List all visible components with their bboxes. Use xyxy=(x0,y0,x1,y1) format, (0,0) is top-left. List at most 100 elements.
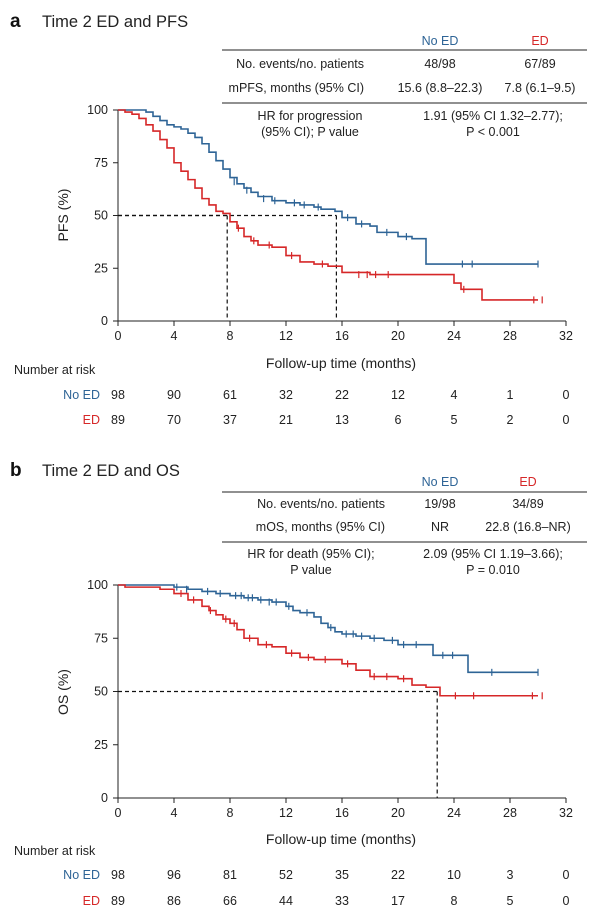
y-tick-label: 50 xyxy=(94,685,108,699)
table-col-no-ed: No ED xyxy=(422,34,459,48)
panel-a: a Time 2 ED and PFS No ED ED No. events/… xyxy=(10,11,587,427)
risk-label-no-ed: No ED xyxy=(63,388,100,402)
risk-value-ed: 5 xyxy=(507,894,514,908)
table-row2-label: mOS, months (95% CI) xyxy=(256,520,385,534)
x-tick-label: 32 xyxy=(559,806,573,820)
risk-value-no-ed: 32 xyxy=(279,388,293,402)
y-tick-label: 25 xyxy=(94,738,108,752)
panel-b-summary-table: No ED ED No. events/no. patients 19/98 3… xyxy=(222,475,587,577)
table-hr-value-2: P < 0.001 xyxy=(466,125,520,139)
risk-value-no-ed: 1 xyxy=(507,388,514,402)
x-tick-label: 0 xyxy=(115,806,122,820)
panel-b-risk-table: Number at risk No ED ED 98 89 96 86 81 66 52 44… xyxy=(14,844,570,908)
risk-value-no-ed: 12 xyxy=(391,388,405,402)
table-hr-value-1: 1.91 (95% CI 1.32–2.77); xyxy=(423,109,563,123)
risk-value-ed: 37 xyxy=(223,413,237,427)
table-row1-label: No. events/no. patients xyxy=(236,57,364,71)
y-tick-label: 100 xyxy=(87,578,108,592)
risk-value-no-ed: 52 xyxy=(279,868,293,882)
km-curve-no-ed xyxy=(118,109,538,265)
risk-value-ed: 33 xyxy=(335,894,349,908)
table-hr-label-1: HR for death (95% CI); xyxy=(247,547,374,561)
risk-value-no-ed: 81 xyxy=(223,868,237,882)
panel-a-ylabel: PFS (%) xyxy=(55,189,71,242)
risk-header: Number at risk xyxy=(14,363,96,377)
panel-b-title: Time 2 ED and OS xyxy=(42,462,180,480)
panel-b: b Time 2 ED and OS No ED ED No. events/n… xyxy=(10,460,587,908)
panel-a-risk-table: Number at risk No ED ED 9889907061373221… xyxy=(14,363,570,427)
y-tick-label: 25 xyxy=(94,261,108,275)
risk-label-ed: ED xyxy=(83,894,100,908)
panel-a-title: Time 2 ED and PFS xyxy=(42,13,188,31)
risk-label-no-ed: No ED xyxy=(63,868,100,882)
table-row2-ed: 7.8 (6.1–9.5) xyxy=(505,81,576,95)
x-tick-label: 12 xyxy=(279,329,293,343)
table-hr-value-1: 2.09 (95% CI 1.19–3.66); xyxy=(423,547,563,561)
risk-value-ed: 0 xyxy=(563,894,570,908)
panel-b-letter: b xyxy=(10,460,22,481)
panel-b-plot: 0 4 8 12 16 20 24 28 32 0 25 50 75 100 xyxy=(87,578,573,820)
risk-value-ed: 13 xyxy=(335,413,349,427)
x-tick-label: 12 xyxy=(279,806,293,820)
y-tick-label: 100 xyxy=(87,103,108,117)
risk-value-ed: 6 xyxy=(395,413,402,427)
x-tick-label: 8 xyxy=(227,806,234,820)
table-hr-label-2: P value xyxy=(290,563,332,577)
table-row1-no-ed: 19/98 xyxy=(424,497,455,511)
x-tick-label: 20 xyxy=(391,329,405,343)
panel-a-letter: a xyxy=(10,11,21,32)
risk-value-no-ed: 3 xyxy=(507,868,514,882)
km-curve-no-ed xyxy=(118,584,538,674)
x-tick-label: 16 xyxy=(335,806,349,820)
risk-value-ed: 89 xyxy=(111,413,125,427)
risk-value-no-ed: 22 xyxy=(391,868,405,882)
risk-value-no-ed: 0 xyxy=(563,388,570,402)
x-tick-label: 20 xyxy=(391,806,405,820)
risk-value-no-ed: 96 xyxy=(167,868,181,882)
risk-value-ed: 5 xyxy=(451,413,458,427)
table-col-ed: ED xyxy=(531,34,548,48)
y-tick-label: 75 xyxy=(94,631,108,645)
risk-value-ed: 21 xyxy=(279,413,293,427)
table-hr-label-1: HR for progression xyxy=(258,109,363,123)
risk-value-no-ed: 4 xyxy=(451,388,458,402)
risk-value-ed: 86 xyxy=(167,894,181,908)
risk-value-ed: 8 xyxy=(451,894,458,908)
table-row1-label: No. events/no. patients xyxy=(257,497,385,511)
risk-value-no-ed: 61 xyxy=(223,388,237,402)
table-row1-ed: 34/89 xyxy=(512,497,543,511)
risk-header: Number at risk xyxy=(14,844,96,858)
risk-value-ed: 44 xyxy=(279,894,293,908)
y-tick-label: 75 xyxy=(94,156,108,170)
panel-b-xlabel: Follow-up time (months) xyxy=(266,831,416,847)
risk-value-no-ed: 90 xyxy=(167,388,181,402)
risk-value-ed: 70 xyxy=(167,413,181,427)
table-row2-label: mPFS, months (95% CI) xyxy=(229,81,364,95)
risk-value-ed: 89 xyxy=(111,894,125,908)
table-row2-no-ed: 15.6 (8.8–22.3) xyxy=(398,81,483,95)
risk-value-ed: 2 xyxy=(507,413,514,427)
km-curve-ed xyxy=(118,109,538,301)
x-tick-label: 4 xyxy=(171,806,178,820)
x-tick-label: 28 xyxy=(503,806,517,820)
risk-value-no-ed: 35 xyxy=(335,868,349,882)
risk-value-ed: 0 xyxy=(563,413,570,427)
km-curve-ed xyxy=(118,584,538,697)
risk-value-no-ed: 10 xyxy=(447,868,461,882)
risk-value-no-ed: 98 xyxy=(111,868,125,882)
y-tick-label: 0 xyxy=(101,314,108,328)
table-col-ed: ED xyxy=(519,475,536,489)
panel-a-summary-table: No ED ED No. events/no. patients 48/98 6… xyxy=(222,34,587,139)
x-tick-label: 0 xyxy=(115,329,122,343)
risk-value-no-ed: 22 xyxy=(335,388,349,402)
table-hr-label-2: (95% CI); P value xyxy=(261,125,359,139)
risk-value-ed: 66 xyxy=(223,894,237,908)
x-tick-label: 24 xyxy=(447,329,461,343)
risk-value-ed: 17 xyxy=(391,894,405,908)
x-tick-label: 4 xyxy=(171,329,178,343)
x-tick-label: 24 xyxy=(447,806,461,820)
x-tick-label: 16 xyxy=(335,329,349,343)
table-row2-no-ed: NR xyxy=(431,520,449,534)
table-row1-no-ed: 48/98 xyxy=(424,57,455,71)
